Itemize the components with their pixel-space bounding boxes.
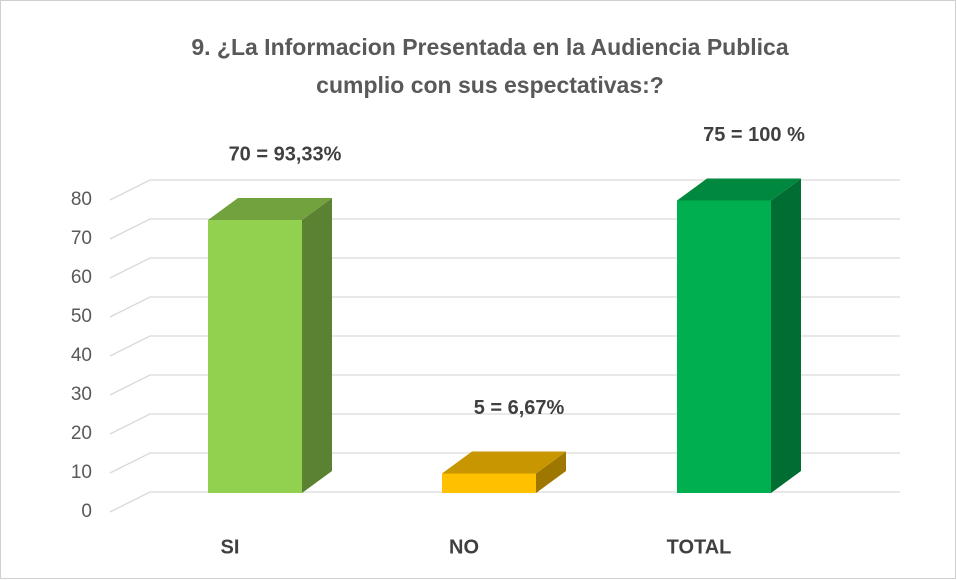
y-tick-label: 80 xyxy=(71,189,92,210)
y-tick-label: 10 xyxy=(71,462,92,483)
x-tick-label: TOTAL xyxy=(667,536,732,558)
grid-line xyxy=(109,257,900,279)
value-label: 5 = 6,67% xyxy=(474,397,565,419)
chart-title: 9. ¿La Informacion Presentada en la Audi… xyxy=(191,34,789,60)
bar-side xyxy=(771,178,801,493)
grid-line xyxy=(109,452,900,474)
grid-line xyxy=(109,218,900,240)
value-label: 70 = 93,33% xyxy=(229,143,342,165)
bar-top xyxy=(442,451,566,474)
bar-side xyxy=(302,198,332,493)
y-tick-label: 0 xyxy=(81,501,92,522)
bar-top xyxy=(677,178,801,201)
grid-line xyxy=(109,335,900,357)
grid-line xyxy=(109,374,900,396)
x-tick-label: SI xyxy=(221,536,240,558)
bar-side xyxy=(536,451,566,493)
y-tick-label: 20 xyxy=(71,423,92,444)
y-tick-label: 70 xyxy=(71,228,92,249)
y-tick-label: 50 xyxy=(71,306,92,327)
grid-line xyxy=(109,179,900,201)
x-tick-label: NO xyxy=(449,536,479,558)
value-label: 75 = 100 % xyxy=(703,124,805,146)
y-tick-label: 60 xyxy=(71,267,92,288)
grid-line xyxy=(109,413,900,435)
bar xyxy=(442,473,536,493)
bar-top xyxy=(208,198,332,220)
grid-line xyxy=(109,491,900,513)
y-tick-label: 30 xyxy=(71,384,92,405)
bar xyxy=(208,220,302,493)
y-tick-label: 40 xyxy=(71,345,92,366)
bar xyxy=(677,200,771,493)
grid-line xyxy=(109,296,900,318)
chart-title: cumplio con sus espectativas:? xyxy=(316,72,664,98)
